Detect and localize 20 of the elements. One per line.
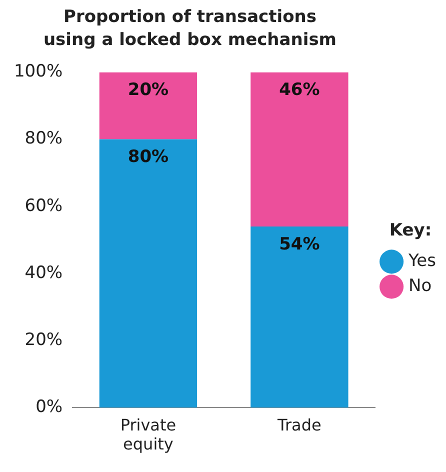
bar (99, 139, 198, 408)
y-tick-label: 20% (24, 330, 63, 350)
data-label: 80% (128, 147, 169, 168)
bar (250, 72, 348, 226)
data-label: 20% (128, 80, 169, 100)
y-tick-label: 100% (14, 62, 63, 82)
y-tick-label: 0% (36, 397, 63, 418)
legend-title: Key: (389, 220, 432, 241)
legend-label: Yes (408, 251, 436, 272)
y-tick-label: 80% (24, 128, 63, 149)
data-label: 46% (279, 80, 320, 100)
x-tick-label: Private equity (120, 415, 176, 454)
chart-title: Proportion of transactions using a locked box mechanism (42, 6, 338, 52)
y-tick-label: 40% (24, 262, 63, 283)
bar (250, 226, 348, 408)
data-label: 54% (279, 234, 320, 254)
legend-label: No (408, 276, 432, 296)
x-tick-label: Trade (276, 415, 322, 434)
bar (99, 72, 198, 140)
y-tick-label: 60% (24, 196, 63, 216)
